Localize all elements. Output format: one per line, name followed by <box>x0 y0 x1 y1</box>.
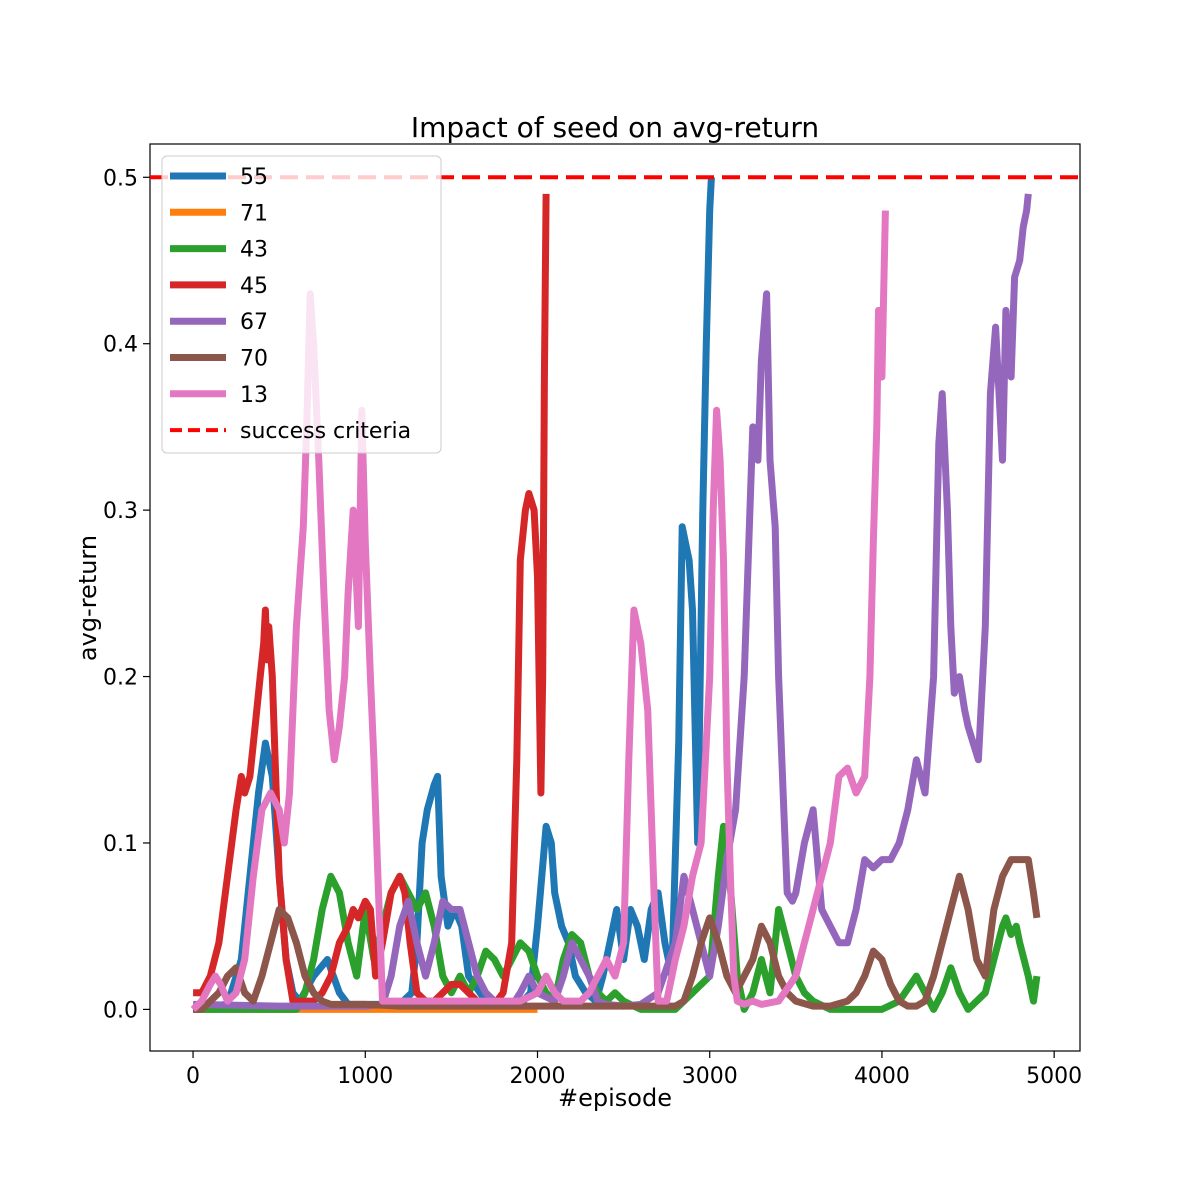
legend-label: 43 <box>240 238 268 263</box>
legend-label: 45 <box>240 274 268 299</box>
legend-label: 55 <box>240 165 268 190</box>
legend-box <box>161 155 442 454</box>
series-line-45 <box>193 193 550 1008</box>
y-tick-label: 0.4 <box>103 333 138 358</box>
series-line-70 <box>193 856 1041 1013</box>
legend-label: 71 <box>240 201 268 226</box>
y-tick-label: 0.5 <box>103 166 138 191</box>
legend-label: 67 <box>240 310 268 335</box>
chart-title: Impact of seed on avg-return <box>411 111 819 144</box>
x-axis-label: #episode <box>558 1084 672 1112</box>
x-tick-label: 5000 <box>1026 1064 1082 1089</box>
y-tick-label: 0.2 <box>103 666 138 691</box>
x-tick-label: 4000 <box>854 1064 910 1089</box>
x-tick-label: 1000 <box>337 1064 393 1089</box>
series-line-13 <box>190 210 889 1012</box>
y-tick-label: 0.3 <box>103 499 138 524</box>
y-tick-label: 0.0 <box>103 998 138 1023</box>
x-tick-label: 2000 <box>510 1064 566 1089</box>
x-tick-label: 0 <box>186 1064 200 1089</box>
series-line-67 <box>193 193 1032 1010</box>
x-tick-label: 3000 <box>682 1064 738 1089</box>
legend-label: success criteria <box>240 419 411 444</box>
legend-label: 70 <box>240 347 268 372</box>
y-tick-label: 0.1 <box>103 832 138 857</box>
y-axis-label: avg-return <box>74 535 102 661</box>
legend-label: 13 <box>240 383 268 408</box>
plot-frame <box>149 143 1081 1052</box>
